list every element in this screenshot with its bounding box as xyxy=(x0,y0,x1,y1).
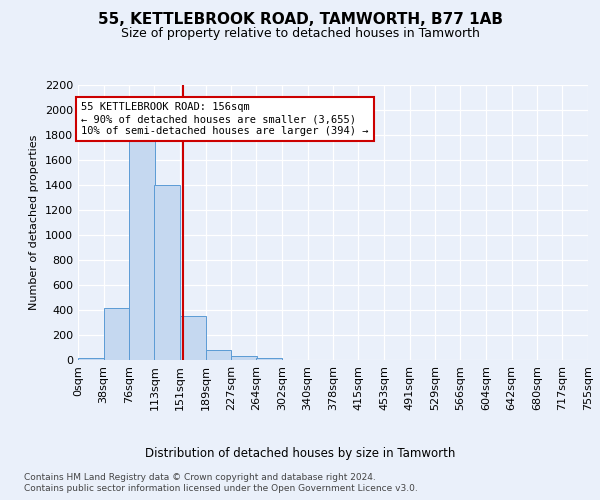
Y-axis label: Number of detached properties: Number of detached properties xyxy=(29,135,40,310)
Text: Size of property relative to detached houses in Tamworth: Size of property relative to detached ho… xyxy=(121,28,479,40)
Bar xyxy=(206,350,232,360)
Bar xyxy=(104,308,130,360)
Bar xyxy=(130,135,155,360)
Text: Distribution of detached houses by size in Tamworth: Distribution of detached houses by size … xyxy=(145,448,455,460)
Text: Contains public sector information licensed under the Open Government Licence v3: Contains public sector information licen… xyxy=(24,484,418,493)
Bar xyxy=(78,358,104,360)
Bar xyxy=(256,358,282,360)
Bar xyxy=(232,356,257,360)
Bar xyxy=(180,316,206,360)
Text: 55 KETTLEBROOK ROAD: 156sqm
← 90% of detached houses are smaller (3,655)
10% of : 55 KETTLEBROOK ROAD: 156sqm ← 90% of det… xyxy=(82,102,369,136)
Text: 55, KETTLEBROOK ROAD, TAMWORTH, B77 1AB: 55, KETTLEBROOK ROAD, TAMWORTH, B77 1AB xyxy=(97,12,503,28)
Bar xyxy=(154,185,180,360)
Text: Contains HM Land Registry data © Crown copyright and database right 2024.: Contains HM Land Registry data © Crown c… xyxy=(24,472,376,482)
